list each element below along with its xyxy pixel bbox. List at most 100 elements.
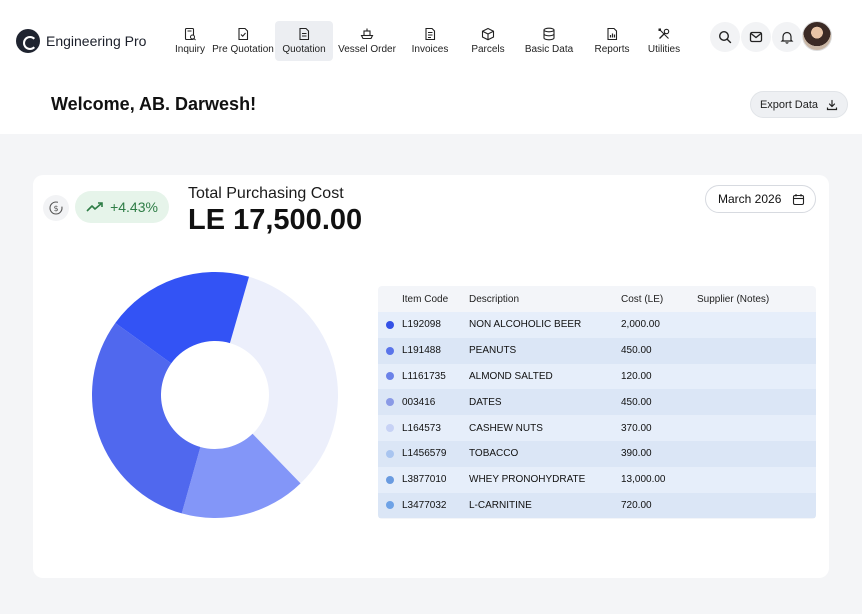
item-code: L3877010	[402, 474, 447, 486]
item-description: PEANUTS	[469, 345, 517, 357]
table-header: Item Code Description Cost (LE) Supplier…	[378, 286, 816, 312]
brand[interactable]: Engineering Pro	[16, 29, 146, 53]
nav-label: Invoices	[411, 44, 449, 55]
item-code: L192098	[402, 319, 441, 331]
donut-slice[interactable]	[229, 276, 338, 484]
nav-label: Vessel Order	[338, 44, 396, 55]
nav-item-invoices[interactable]: Invoices	[401, 21, 459, 61]
trend-badge: +4.43%	[75, 191, 169, 223]
item-code: L3477032	[402, 499, 447, 511]
ship-icon	[360, 28, 374, 40]
top-bar: Engineering Pro Inquiry Pre Quotation Quot…	[0, 0, 862, 134]
nav-label: Parcels	[471, 44, 505, 55]
col-item-code: Item Code	[402, 293, 449, 305]
export-data-label: Export Data	[759, 98, 819, 111]
month-picker[interactable]: March 2026	[705, 185, 816, 213]
table-row[interactable]: L3477032 L-CARNITINE 720.00	[378, 492, 816, 519]
item-code: L164573	[402, 422, 441, 434]
donut-slice[interactable]	[115, 272, 249, 364]
nav-label: Inquiry	[174, 44, 205, 55]
item-cost: 450.00	[621, 345, 652, 357]
item-code: 003416	[402, 396, 436, 408]
item-cost: 390.00	[621, 448, 652, 460]
nav-label: Pre Quotation	[212, 44, 274, 55]
nav-item-parcels[interactable]: Parcels	[459, 21, 517, 61]
table-body: L192098 NON ALCOHOLIC BEER 2,000.00 L191488…	[378, 312, 816, 519]
row-color-marker	[378, 501, 402, 510]
row-color-marker	[378, 320, 402, 329]
invoice-icon	[425, 27, 436, 41]
item-description: NON ALCOHOLIC BEER	[469, 319, 582, 331]
col-description: Description	[469, 293, 520, 305]
export-data-button[interactable]: Export Data	[750, 91, 848, 118]
table-row[interactable]: L1161735 ALMOND SALTED 120.00	[378, 363, 816, 390]
item-description: L-CARNITINE	[469, 499, 532, 511]
brand-name: Engineering Pro	[46, 33, 147, 49]
nav-item-utilities[interactable]: Utilities	[643, 21, 685, 61]
search-icon	[718, 30, 732, 44]
report-icon	[607, 27, 618, 41]
box-icon	[481, 27, 495, 41]
quotation-icon	[299, 27, 310, 41]
item-description: TOBACCO	[469, 448, 519, 460]
items-table: Item Code Description Cost (LE) Supplier…	[378, 286, 816, 519]
nav-item-quotation[interactable]: Quotation	[275, 21, 333, 61]
item-cost: 450.00	[621, 396, 652, 408]
bell-icon	[780, 31, 794, 44]
trend-value: +4.43%	[110, 199, 158, 215]
table-row[interactable]: L3877010 WHEY PRONOHYDRATE 13,000.00	[378, 466, 816, 493]
item-cost: 120.00	[621, 370, 652, 382]
nav-item-pre-quotation[interactable]: Pre Quotation	[211, 21, 275, 61]
table-row[interactable]: 003416 DATES 450.00	[378, 389, 816, 416]
main-nav: Inquiry Pre Quotation Quotation Vessel Orde…	[169, 21, 685, 61]
col-supplier: Supplier (Notes)	[697, 293, 770, 305]
donut-slice[interactable]	[92, 322, 201, 514]
row-color-marker	[378, 475, 402, 484]
cost-value: LE 17,500.00	[188, 204, 363, 236]
nav-label: Quotation	[282, 44, 326, 55]
donut-slice[interactable]	[181, 433, 301, 518]
table-row[interactable]: L192098 NON ALCOHOLIC BEER 2,000.00	[378, 312, 816, 338]
pre-quotation-icon	[238, 27, 249, 41]
messages-button[interactable]	[741, 22, 771, 52]
item-description: DATES	[469, 396, 502, 408]
row-color-marker	[378, 398, 402, 407]
database-icon	[543, 27, 555, 41]
nav-label: Utilities	[647, 44, 681, 55]
item-description: WHEY PRONOHYDRATE	[469, 474, 586, 486]
calendar-icon	[792, 193, 805, 205]
cost-title: Total Purchasing Cost	[188, 185, 344, 202]
nav-label: Basic Data	[524, 44, 574, 55]
row-color-marker	[378, 424, 402, 433]
item-code: L1456579	[402, 448, 447, 460]
nav-item-inquiry[interactable]: Inquiry	[169, 21, 211, 61]
row-color-marker	[378, 372, 402, 381]
item-code: L1161735	[402, 370, 446, 382]
nav-label: Reports	[594, 44, 630, 55]
item-description: ALMOND SALTED	[469, 370, 553, 382]
item-cost: 720.00	[621, 499, 652, 511]
brand-logo-icon	[16, 29, 40, 53]
nav-item-reports[interactable]: Reports	[581, 21, 643, 61]
avatar[interactable]	[802, 21, 832, 51]
mail-icon	[749, 31, 763, 43]
table-row[interactable]: L1456579 TOBACCO 390.00	[378, 440, 816, 467]
notifications-button[interactable]	[772, 22, 802, 52]
item-cost: 2,000.00	[621, 319, 660, 331]
nav-item-basic-data[interactable]: Basic Data	[517, 21, 581, 61]
purchasing-cost-card: $ +4.43% Total Purchasing Cost LE 17,500…	[33, 175, 829, 578]
table-row[interactable]: L164573 CASHEW NUTS 370.00	[378, 415, 816, 441]
month-label: March 2026	[718, 192, 782, 206]
nav-item-vessel-order[interactable]: Vessel Order	[333, 21, 401, 61]
search-button[interactable]	[710, 22, 740, 52]
item-cost: 370.00	[621, 422, 652, 434]
item-cost: 13,000.00	[621, 474, 666, 486]
download-icon	[826, 99, 838, 110]
item-code: L191488	[402, 345, 441, 357]
cost-donut-chart	[92, 272, 338, 518]
item-description: CASHEW NUTS	[469, 422, 543, 434]
svg-text:$: $	[53, 204, 58, 213]
row-color-marker	[378, 346, 402, 355]
currency-icon: $	[43, 195, 69, 221]
table-row[interactable]: L191488 PEANUTS 450.00	[378, 337, 816, 364]
